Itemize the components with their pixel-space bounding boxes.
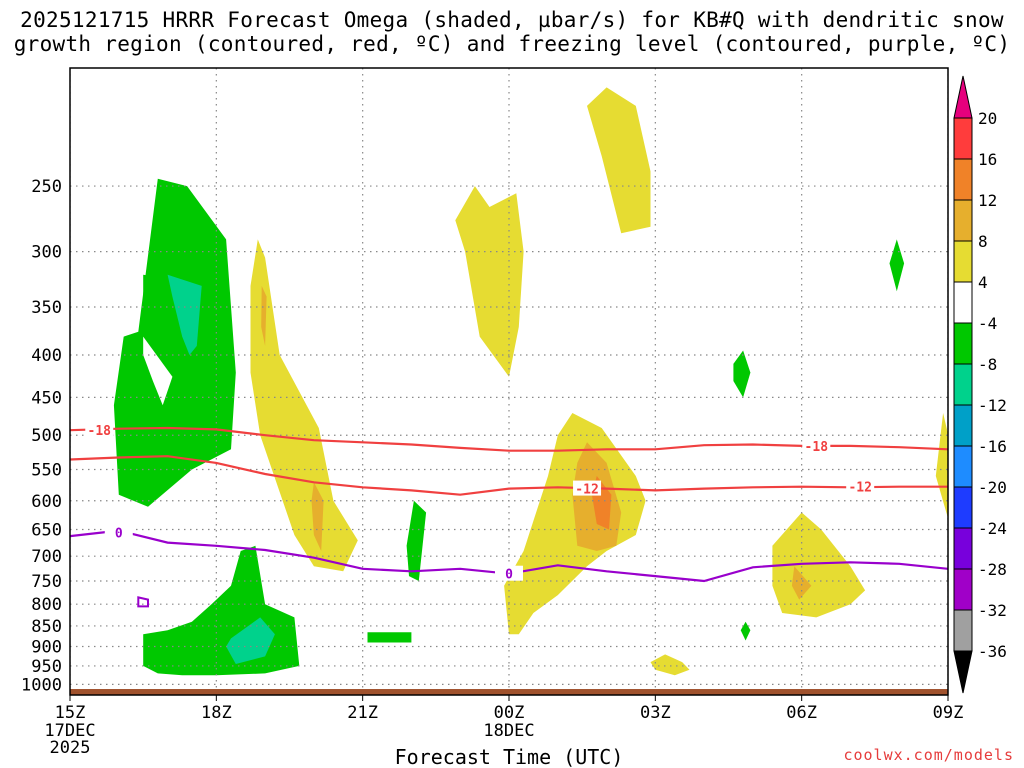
y-tick-label-900: 900 — [31, 638, 62, 658]
omega-region-9 — [455, 186, 524, 377]
contour-line--18 — [70, 426, 948, 452]
colorbar-bin-16-to-20 — [953, 117, 973, 160]
y-tick-label-950: 950 — [31, 657, 62, 677]
contour-label-bg--18-0 — [85, 422, 114, 438]
colorbar-label--24: -24 — [978, 519, 1007, 538]
colorbar-bin--32-to--28 — [953, 568, 973, 611]
x-tick-label-06Z: 06Z — [786, 703, 817, 723]
colorbar-bin-8-to-12 — [953, 199, 973, 242]
y-tick-label-750: 750 — [31, 572, 62, 592]
x-tick-label-00Z: 00Z — [494, 703, 525, 723]
colorbar-bin-12-to-16 — [953, 158, 973, 201]
colorbar-bin--12-to--8 — [953, 363, 973, 406]
colorbar-over-arrow — [953, 75, 973, 119]
x-axis-label: Forecast Time (UTC) — [395, 745, 624, 768]
omega-region-6 — [250, 239, 358, 572]
y-tick-label-1000: 1000 — [21, 675, 62, 695]
colorbar-label--32: -32 — [978, 601, 1007, 620]
y-tick-label-400: 400 — [31, 346, 62, 366]
omega-region-14 — [406, 500, 427, 581]
y-tick-label-500: 500 — [31, 426, 62, 446]
colorbar-label--20: -20 — [978, 478, 1007, 497]
y-tick-label-600: 600 — [31, 492, 62, 512]
omega-region-2 — [167, 274, 202, 355]
contour-label-bg--12-1 — [846, 478, 875, 494]
colorbar-bin--8-to--4 — [953, 322, 973, 365]
colorbar-label-12: 12 — [978, 191, 997, 210]
colorbar-bin--16-to--12 — [953, 404, 973, 447]
omega-region-17 — [791, 566, 812, 600]
contour-label-bg-0-0 — [104, 524, 133, 540]
omega-region-11 — [504, 413, 646, 635]
omega-region-5 — [226, 617, 275, 664]
contour-label--12-1: -12 — [848, 481, 871, 496]
y-tick-label-850: 850 — [31, 617, 62, 637]
x-tick-sublabel-15Z-0: 17DEC — [44, 721, 95, 741]
x-tick-label-09Z: 09Z — [933, 703, 964, 723]
colorbar-bin--20-to--16 — [953, 445, 973, 488]
x-tick-sublabel-15Z-1: 2025 — [50, 738, 91, 758]
x-tick-label-18Z: 18Z — [201, 703, 232, 723]
omega-region-18 — [650, 654, 690, 676]
colorbar-label-16: 16 — [978, 150, 997, 169]
y-tick-label-800: 800 — [31, 595, 62, 615]
colorbar-label--4: -4 — [978, 314, 997, 333]
contour-label--18-1: -18 — [805, 440, 829, 455]
colorbar-label--28: -28 — [978, 560, 1007, 579]
colorbar-label--8: -8 — [978, 355, 997, 374]
chart-title-line-1: 2025121715 HRRR Forecast Omega (shaded, … — [20, 8, 1004, 32]
colorbar-under-arrow — [953, 650, 973, 694]
credit-link[interactable]: coolwx.com/models — [843, 746, 1014, 764]
x-tick-label-21Z: 21Z — [347, 703, 378, 723]
colorbar-label-8: 8 — [978, 232, 988, 251]
omega-region-22 — [935, 413, 948, 519]
contour-label-bg--12-0 — [573, 480, 602, 496]
freezing-level-loop — [137, 596, 149, 608]
colorbar-bin--24-to--20 — [953, 486, 973, 529]
omega-region-19 — [733, 350, 751, 398]
contour-label-bg--18-1 — [802, 437, 831, 453]
y-tick-label-350: 350 — [31, 298, 62, 318]
y-tick-label-450: 450 — [31, 388, 62, 408]
y-tick-label-250: 250 — [31, 177, 62, 197]
y-tick-label-550: 550 — [31, 460, 62, 480]
y-tick-label-300: 300 — [31, 243, 62, 263]
colorbar-bin--4-to-4 — [953, 281, 973, 324]
contour-label--18-0: -18 — [88, 424, 112, 439]
colorbar-label--12: -12 — [978, 396, 1007, 415]
plot-area: -18 -18 -12 -12 0 0 — [70, 68, 948, 695]
colorbar-label--16: -16 — [978, 437, 1007, 456]
x-tick-label-15Z: 15Z — [55, 703, 86, 723]
ground-surface — [70, 689, 948, 695]
y-tick-label-700: 700 — [31, 547, 62, 567]
colorbar-label--36: -36 — [978, 642, 1007, 661]
x-tick-label-03Z: 03Z — [640, 703, 671, 723]
contour-label-0-0: 0 — [115, 526, 123, 541]
contour-label--12-0: -12 — [575, 483, 598, 498]
colorbar-bin--36-to--32 — [953, 609, 973, 652]
colorbar-bin-4-to-8 — [953, 240, 973, 283]
omega-region-8 — [311, 482, 324, 551]
contour-label-0-1: 0 — [505, 568, 513, 583]
omega-region-15 — [367, 632, 412, 643]
omega-region-3 — [143, 336, 173, 406]
omega-region-20 — [889, 239, 905, 292]
omega-region-10 — [587, 87, 651, 234]
contour-line--12 — [70, 455, 948, 496]
colorbar-bin--28-to--24 — [953, 527, 973, 570]
omega-region-7 — [261, 285, 267, 346]
colorbar-label-20: 20 — [978, 109, 997, 128]
y-tick-label-650: 650 — [31, 521, 62, 541]
colorbar-label-4: 4 — [978, 273, 988, 292]
chart-title-line-2: growth region (contoured, red, ºC) and f… — [13, 32, 1011, 56]
contour-label-bg-0-1 — [495, 565, 523, 581]
x-tick-sublabel-00Z-0: 18DEC — [483, 721, 534, 741]
